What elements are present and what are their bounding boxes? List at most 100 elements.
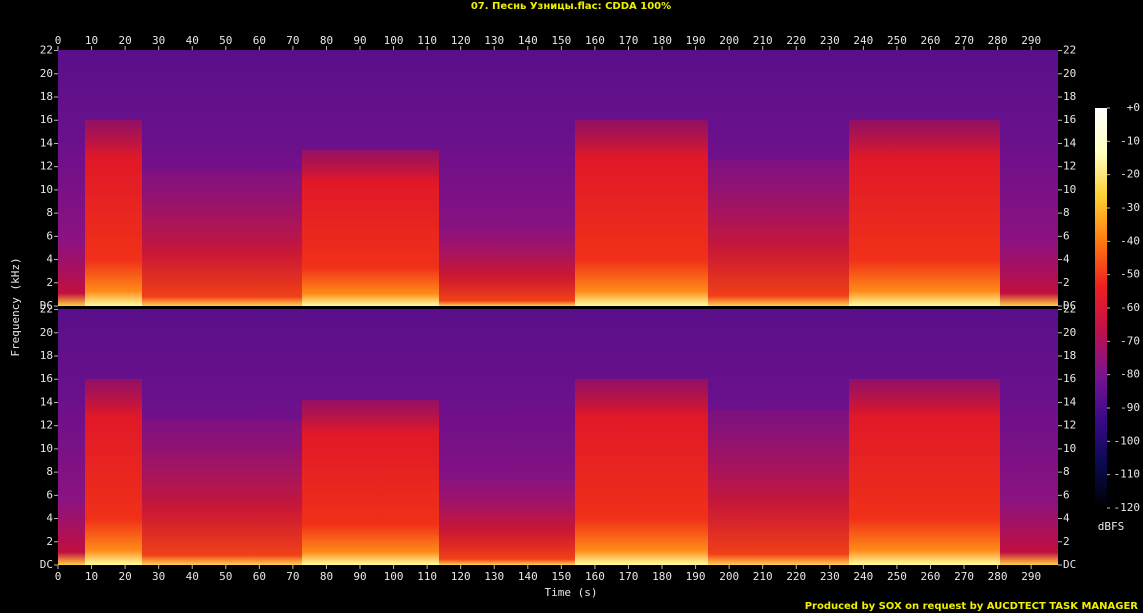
x-tick-label: 230: [820, 570, 840, 583]
y-tick-label: 12: [1063, 160, 1076, 173]
y-tick-label: 22: [40, 303, 53, 316]
spectrum-band: [575, 120, 708, 306]
y-tick-label: 8: [46, 465, 53, 478]
panel-right: [58, 309, 1058, 565]
x-tick-label: 120: [451, 34, 471, 47]
y-tick-label: 20: [1063, 326, 1076, 339]
x-tick-label: 110: [417, 34, 437, 47]
y-tick-label: 14: [1063, 136, 1077, 149]
x-tick-label: 100: [384, 570, 404, 583]
x-tick-label: 180: [652, 570, 672, 583]
y-tick-label: 20: [1063, 67, 1076, 80]
y-tick-label: 22: [40, 44, 53, 57]
spectrum-band: [302, 150, 439, 306]
spectrum-band: [85, 120, 142, 306]
y-tick-label: 10: [40, 442, 53, 455]
spectrum-band: [708, 160, 849, 306]
footer: Produced by SOX on request by AUCDTECT T…: [805, 601, 1139, 612]
colorbar-tick-label: -30: [1120, 201, 1140, 214]
spectrum-band: [439, 480, 575, 565]
x-tick-label: 50: [219, 570, 232, 583]
spectrum-band: [85, 379, 142, 565]
y-tick-label: 18: [40, 349, 53, 362]
spectrogram-panels: [58, 50, 1058, 565]
y-tick-label: 10: [1063, 442, 1076, 455]
x-tick-label: 130: [484, 34, 504, 47]
y-tick-label: 2: [46, 276, 53, 289]
x-tick-label: 250: [887, 34, 907, 47]
spectrum-band: [708, 410, 849, 565]
x-tick-label: 10: [85, 570, 98, 583]
x-tick-label: 250: [887, 570, 907, 583]
colorbar: [1095, 108, 1107, 508]
x-tick-label: 0: [55, 570, 62, 583]
x-tick-label: 190: [686, 570, 706, 583]
y-tick-label: 16: [1063, 372, 1076, 385]
y-tick-label: 10: [1063, 183, 1076, 196]
x-tick-label: 140: [518, 570, 538, 583]
y-tick-label: 2: [1063, 276, 1070, 289]
x-tick-label: 270: [954, 34, 974, 47]
x-tick-label: 240: [853, 34, 873, 47]
y-tick-label: 22: [1063, 303, 1076, 316]
panel-left: [58, 50, 1058, 306]
x-tick-label: 280: [988, 570, 1008, 583]
colorbar-label: dBFS: [1098, 520, 1125, 533]
y-tick-label: 16: [40, 372, 53, 385]
y-tick-label: 16: [40, 113, 53, 126]
chart-title: 07. Песнь Узницы.flac: CDDA 100%: [471, 1, 671, 12]
y-tick-label: 6: [1063, 488, 1070, 501]
x-tick-label: 260: [921, 34, 941, 47]
colorbar-tick-label: -10: [1120, 134, 1140, 147]
x-tick-label: 130: [484, 570, 504, 583]
colorbar-tick-label: -60: [1120, 301, 1140, 314]
x-tick-label: 180: [652, 34, 672, 47]
x-tick-label: 120: [451, 570, 471, 583]
y-tick-label: 8: [46, 206, 53, 219]
y-tick-label: 18: [1063, 349, 1076, 362]
x-tick-label: 280: [988, 34, 1008, 47]
x-tick-label: 290: [1021, 34, 1041, 47]
y-tick-label: 14: [40, 136, 54, 149]
x-tick-label: 90: [353, 34, 366, 47]
y-tick-label: 8: [1063, 206, 1070, 219]
y-tick-label: 4: [1063, 512, 1070, 525]
x-tick-label: 220: [786, 570, 806, 583]
colorbar-tick-label: +0: [1127, 101, 1140, 114]
y-tick-label: 8: [1063, 465, 1070, 478]
x-tick-label: 240: [853, 570, 873, 583]
y-tick-label: 18: [1063, 90, 1076, 103]
x-tick-label: 170: [619, 570, 639, 583]
x-tick-label: 40: [186, 570, 199, 583]
y-tick-label: 2: [46, 535, 53, 548]
y-tick-label: 18: [40, 90, 53, 103]
x-axis-label: Time (s): [545, 586, 598, 599]
y-tick-label: 12: [40, 419, 53, 432]
x-tick-label: 230: [820, 34, 840, 47]
x-tick-label: 150: [551, 570, 571, 583]
x-tick-label: 20: [118, 34, 131, 47]
x-tick-label: 10: [85, 34, 98, 47]
x-tick-label: 160: [585, 570, 605, 583]
y-tick-label: 14: [40, 395, 54, 408]
y-tick-label: 20: [40, 326, 53, 339]
x-tick-label: 60: [253, 34, 266, 47]
colorbar-tick-label: -50: [1120, 268, 1140, 281]
y-tick-label: 6: [46, 229, 53, 242]
colorbar-tick-label: -100: [1114, 434, 1141, 447]
colorbar-tick-label: -20: [1120, 168, 1140, 181]
y-tick-label: DC: [1063, 558, 1076, 571]
x-tick-label: 190: [686, 34, 706, 47]
x-tick-label: 150: [551, 34, 571, 47]
x-tick-label: 210: [753, 570, 773, 583]
y-tick-label: 10: [40, 183, 53, 196]
y-tick-label: 20: [40, 67, 53, 80]
colorbar-tick-label: -120: [1114, 501, 1141, 514]
x-tick-label: 60: [253, 570, 266, 583]
x-tick-label: 110: [417, 570, 437, 583]
spectrum-band: [849, 120, 1000, 306]
y-tick-label: 16: [1063, 113, 1076, 126]
spectrum-band: [302, 400, 439, 565]
x-tick-label: 0: [55, 34, 62, 47]
y-tick-label: 12: [1063, 419, 1076, 432]
